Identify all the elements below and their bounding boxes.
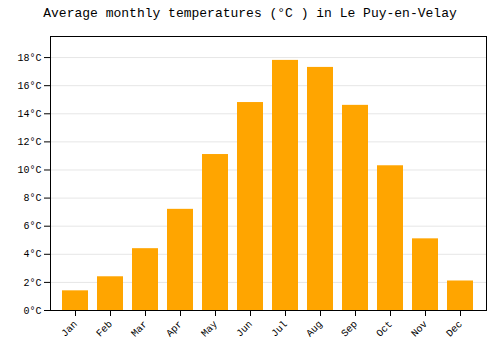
svg-text:6°C: 6°C <box>23 221 41 232</box>
svg-text:8°C: 8°C <box>23 193 41 204</box>
svg-text:18°C: 18°C <box>17 53 41 64</box>
svg-text:Oct: Oct <box>374 319 395 340</box>
svg-text:May: May <box>199 319 220 340</box>
svg-text:4°C: 4°C <box>23 249 41 260</box>
svg-text:0°C: 0°C <box>23 306 41 317</box>
html-text:Average monthly temperatures (: Average monthly temperatures (°C ) in Le… <box>43 6 457 21</box>
svg-text:Dec: Dec <box>444 319 465 340</box>
svg-text:Sep: Sep <box>339 319 360 340</box>
svg-text:Aug: Aug <box>304 319 325 340</box>
svg-text:16°C: 16°C <box>17 81 41 92</box>
svg-text:Jul: Jul <box>269 319 290 340</box>
svg-text:Jun: Jun <box>234 319 255 340</box>
svg-text:14°C: 14°C <box>17 109 41 120</box>
svg-text:Apr: Apr <box>164 319 185 340</box>
svg-text:Mar: Mar <box>129 319 150 340</box>
svg-text:Feb: Feb <box>94 319 115 340</box>
svg-text:Nov: Nov <box>409 319 430 340</box>
svg-text:10°C: 10°C <box>17 165 41 176</box>
svg-text:Jan: Jan <box>59 319 80 340</box>
svg-text:12°C: 12°C <box>17 137 41 148</box>
svg-text:2°C: 2°C <box>23 278 41 289</box>
